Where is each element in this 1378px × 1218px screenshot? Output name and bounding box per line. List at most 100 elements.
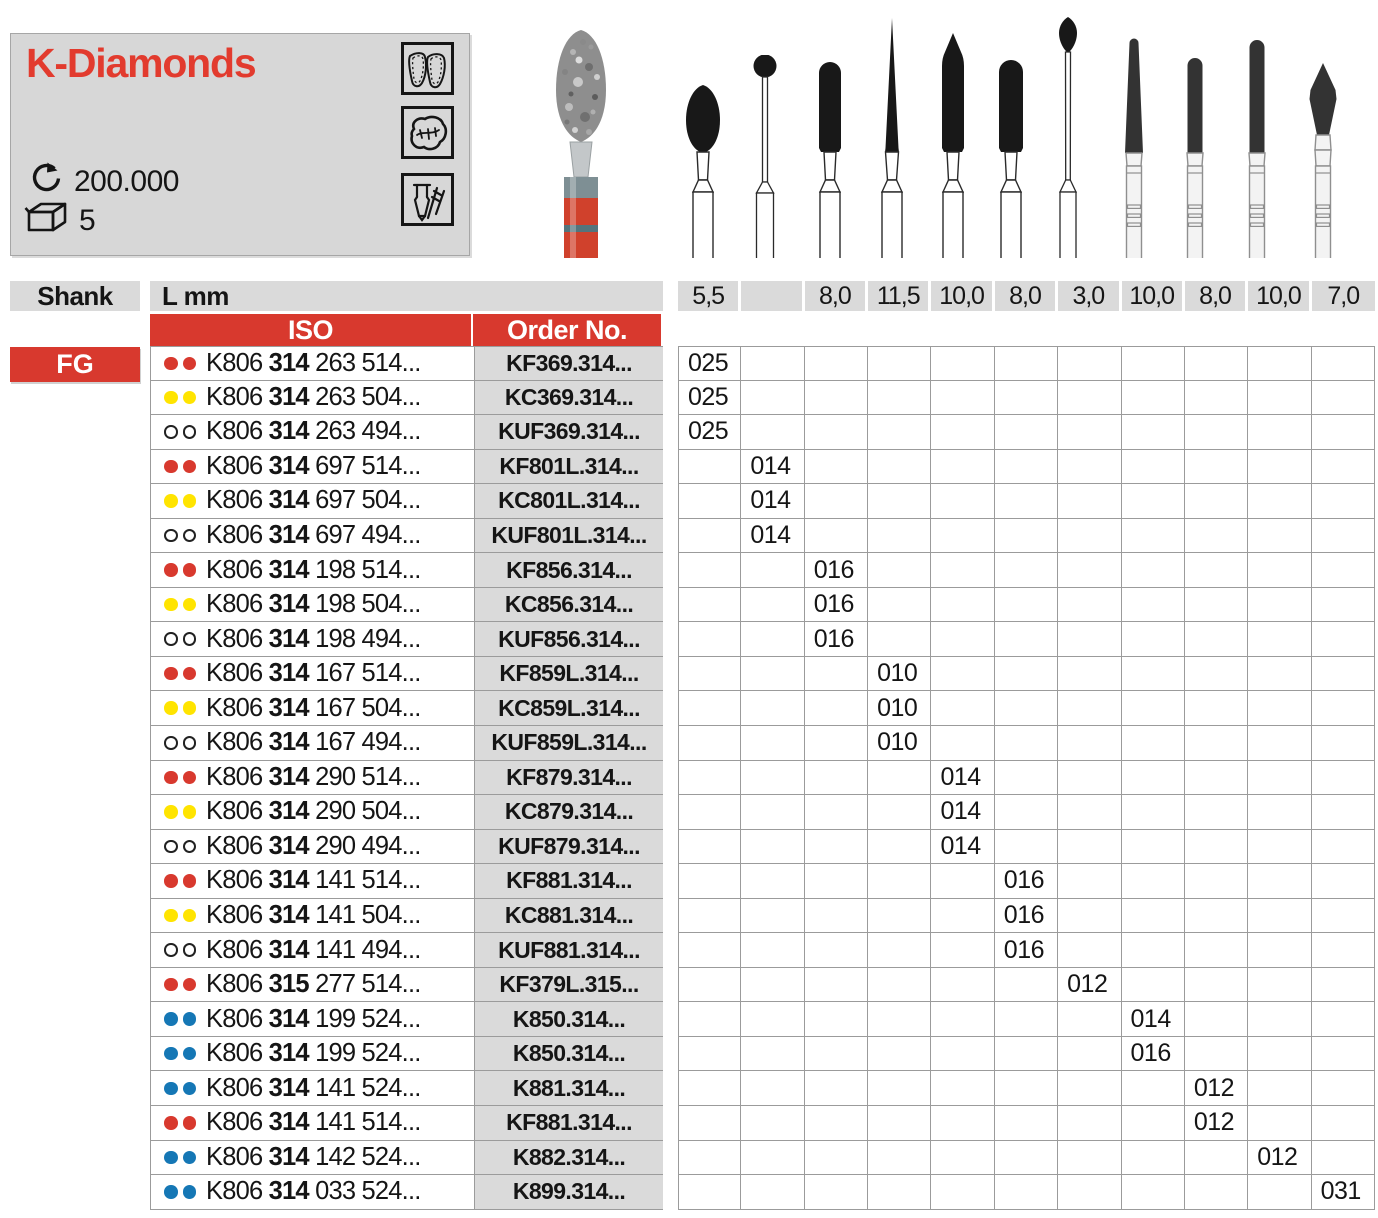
order-no-cell: KF879.314... bbox=[475, 760, 663, 796]
size-cell bbox=[1058, 864, 1122, 899]
size-cell bbox=[868, 553, 932, 588]
size-cell bbox=[1058, 898, 1122, 934]
size-cell: 016 bbox=[804, 622, 869, 657]
grit-dots bbox=[164, 459, 196, 474]
table-row: K806 314 263 494... KUF369.314... 025 bbox=[150, 415, 1375, 450]
size-cell bbox=[1121, 518, 1185, 554]
size-cell bbox=[868, 795, 932, 830]
size-cell bbox=[1121, 760, 1185, 796]
iso-cell: K806 314 141 524... bbox=[150, 1071, 475, 1107]
order-no-cell: KF856.314... bbox=[475, 553, 663, 588]
size-cell bbox=[1121, 898, 1185, 934]
size-cell bbox=[741, 587, 805, 623]
grit-dots bbox=[164, 839, 196, 854]
order-no-header: Order No. bbox=[473, 314, 661, 346]
iso-number: K806 314 263 504... bbox=[206, 382, 421, 411]
size-cell bbox=[804, 760, 869, 796]
size-cell bbox=[994, 1175, 1059, 1210]
size-cell bbox=[1184, 898, 1249, 934]
table-row: K806 314 141 494... KUF881.314... 016 bbox=[150, 933, 1375, 968]
size-cell bbox=[931, 415, 995, 450]
grit-dots bbox=[164, 977, 196, 992]
size-cell bbox=[1248, 346, 1312, 381]
iso-number: K806 314 033 524... bbox=[206, 1177, 421, 1206]
size-cell bbox=[931, 933, 995, 968]
size-cell bbox=[804, 726, 869, 761]
size-cell bbox=[994, 346, 1059, 381]
max-rpm-line: 200.000 bbox=[27, 160, 179, 204]
table-row: K806 314 142 524... K882.314... 012 bbox=[150, 1140, 1375, 1176]
iso-number: K806 314 167 504... bbox=[206, 693, 421, 722]
table-row: K806 314 263 504... KC369.314... 025 bbox=[150, 380, 1375, 416]
size-cell bbox=[741, 1071, 805, 1107]
size-cell bbox=[678, 691, 742, 727]
rotation-speed-icon bbox=[27, 160, 63, 204]
size-cell bbox=[1058, 415, 1122, 450]
bur-silhouette-cylinder-round-end bbox=[987, 60, 1035, 262]
size-cell: 014 bbox=[1121, 1002, 1185, 1037]
size-cell bbox=[868, 760, 932, 796]
length-value-cell: 10,0 bbox=[1248, 281, 1312, 311]
size-cells: 010 bbox=[678, 726, 1375, 761]
size-cell bbox=[1311, 449, 1375, 485]
order-no-cell: KF881.314... bbox=[475, 1106, 663, 1141]
size-cell bbox=[1248, 449, 1312, 485]
size-cell bbox=[931, 691, 995, 727]
iso-number: K806 314 198 504... bbox=[206, 590, 421, 619]
size-cell bbox=[1121, 967, 1185, 1003]
size-cell: 010 bbox=[868, 691, 932, 727]
order-no-cell: KF881.314... bbox=[475, 864, 663, 899]
iso-cell: K806 315 277 514... bbox=[150, 967, 475, 1003]
iso-number: K806 314 697 494... bbox=[206, 521, 421, 549]
size-cell bbox=[868, 380, 932, 416]
size-cell bbox=[994, 380, 1059, 416]
size-cells: 016 bbox=[678, 898, 1375, 934]
table-row: K806 314 198 504... KC856.314... 016 bbox=[150, 587, 1375, 623]
size-cell bbox=[678, 1140, 742, 1176]
size-cell bbox=[868, 864, 932, 899]
size-cell bbox=[994, 484, 1059, 519]
size-cell bbox=[994, 795, 1059, 830]
size-cell bbox=[741, 691, 805, 727]
bur-silhouette-cylinder-round-end bbox=[806, 62, 854, 262]
size-cell bbox=[741, 1002, 805, 1037]
size-cell bbox=[1248, 829, 1312, 865]
size-cell bbox=[1121, 795, 1185, 830]
bur-silhouette-needle bbox=[868, 18, 916, 262]
size-cells: 012 bbox=[678, 1106, 1375, 1141]
order-no-cell: KUF369.314... bbox=[475, 415, 663, 450]
size-cell bbox=[1248, 795, 1312, 830]
size-cell bbox=[1058, 484, 1122, 519]
size-cell bbox=[1184, 933, 1249, 968]
size-cell bbox=[931, 1106, 995, 1141]
size-cell bbox=[1121, 726, 1185, 761]
size-cell bbox=[1121, 587, 1185, 623]
size-cell: 014 bbox=[931, 795, 995, 830]
l-mm-value-headers: 5,5 8,0 11,5 10,0 8,0 3,0 10,0 8,0 10,0 7,0 bbox=[678, 281, 1375, 311]
size-cell bbox=[1058, 518, 1122, 554]
size-cell bbox=[804, 1106, 869, 1141]
order-no-cell: KUF859L.314... bbox=[475, 726, 663, 761]
grit-dots bbox=[164, 1116, 196, 1130]
iso-cell: K806 314 199 524... bbox=[150, 1036, 475, 1072]
size-cells: 016 bbox=[678, 553, 1375, 588]
bur-silhouette-egg bbox=[679, 85, 727, 262]
table-row: K806 314 141 514... KF881.314... 012 bbox=[150, 1106, 1375, 1141]
size-cell bbox=[741, 829, 805, 865]
size-cell bbox=[678, 760, 742, 796]
iso-number: K806 314 141 494... bbox=[206, 935, 421, 964]
size-cell bbox=[1184, 484, 1249, 519]
size-cell bbox=[1184, 587, 1249, 623]
size-cell bbox=[678, 622, 742, 657]
max-rpm-value: 200.000 bbox=[74, 165, 179, 198]
size-cell bbox=[1121, 656, 1185, 692]
size-cell bbox=[931, 726, 995, 761]
table-rows: K806 314 263 514... KF369.314... 025 K80… bbox=[150, 346, 1375, 1210]
grit-dots bbox=[164, 701, 196, 715]
size-cell bbox=[1184, 726, 1249, 761]
iso-number: K806 314 141 514... bbox=[206, 1108, 421, 1137]
size-cell bbox=[678, 864, 742, 899]
size-cell bbox=[678, 726, 742, 761]
size-cell bbox=[931, 484, 995, 519]
